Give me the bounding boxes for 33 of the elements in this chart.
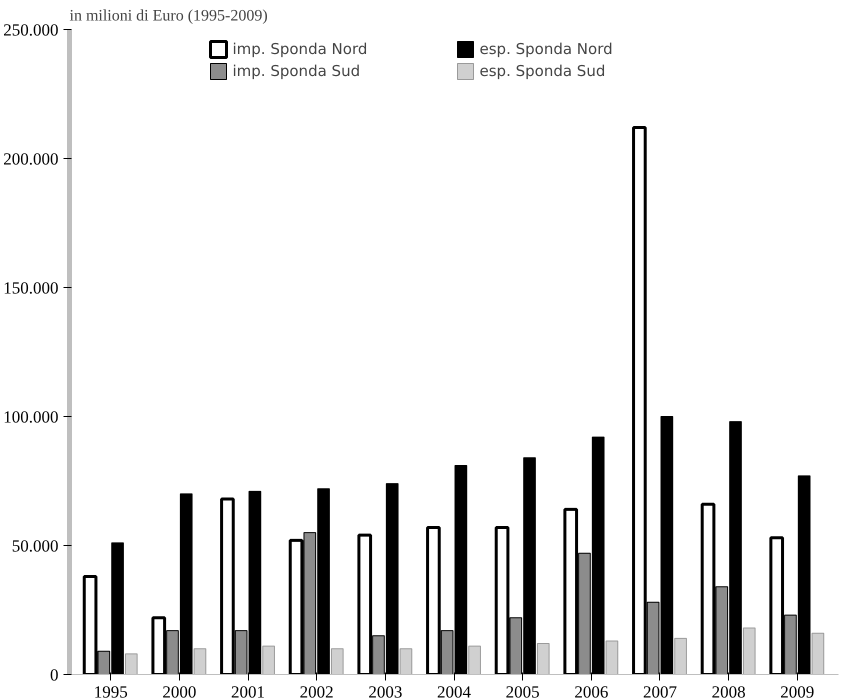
y-tick-label: 50.000 — [12, 536, 58, 556]
x-tick-label: 2000 — [162, 682, 196, 700]
chart-title: in milioni di Euro (1995-2009) — [70, 8, 268, 24]
x-tick-label: 1995 — [94, 682, 128, 700]
bar — [194, 648, 206, 674]
bar — [330, 648, 344, 674]
legend-label: esp. Sponda Nord — [480, 40, 614, 58]
legend-label: imp. Sponda Sud — [232, 62, 362, 80]
bar — [468, 646, 481, 674]
x-tick-label: 2008 — [712, 682, 746, 700]
x-tick-label: 2004 — [437, 682, 472, 700]
x-tick-label: 2009 — [780, 682, 814, 700]
x-tick-label: 2001 — [231, 682, 266, 700]
bar — [812, 632, 824, 674]
x-tick-label: 2003 — [368, 682, 402, 700]
y-tick-label: 250.000 — [3, 20, 58, 40]
bar — [262, 646, 275, 674]
y-tick-label: 200.000 — [3, 150, 58, 168]
bar — [674, 638, 687, 674]
bar — [400, 648, 412, 674]
x-tick-label: 2005 — [506, 682, 540, 700]
x-tick-label: 2007 — [642, 682, 678, 700]
x-tick-label: 2002 — [300, 682, 334, 700]
y-tick-label: 0 — [50, 666, 58, 684]
bar — [124, 653, 138, 674]
y-tick-label: 150.000 — [3, 278, 58, 298]
bar — [742, 628, 756, 674]
legend-label: esp. Sponda Sud — [480, 62, 606, 80]
y-tick-label: 100.000 — [3, 408, 58, 426]
bar — [606, 640, 618, 674]
x-tick-label: 2006 — [574, 682, 608, 700]
legend-label: imp. Sponda Nord — [232, 40, 368, 58]
bar — [536, 643, 550, 674]
